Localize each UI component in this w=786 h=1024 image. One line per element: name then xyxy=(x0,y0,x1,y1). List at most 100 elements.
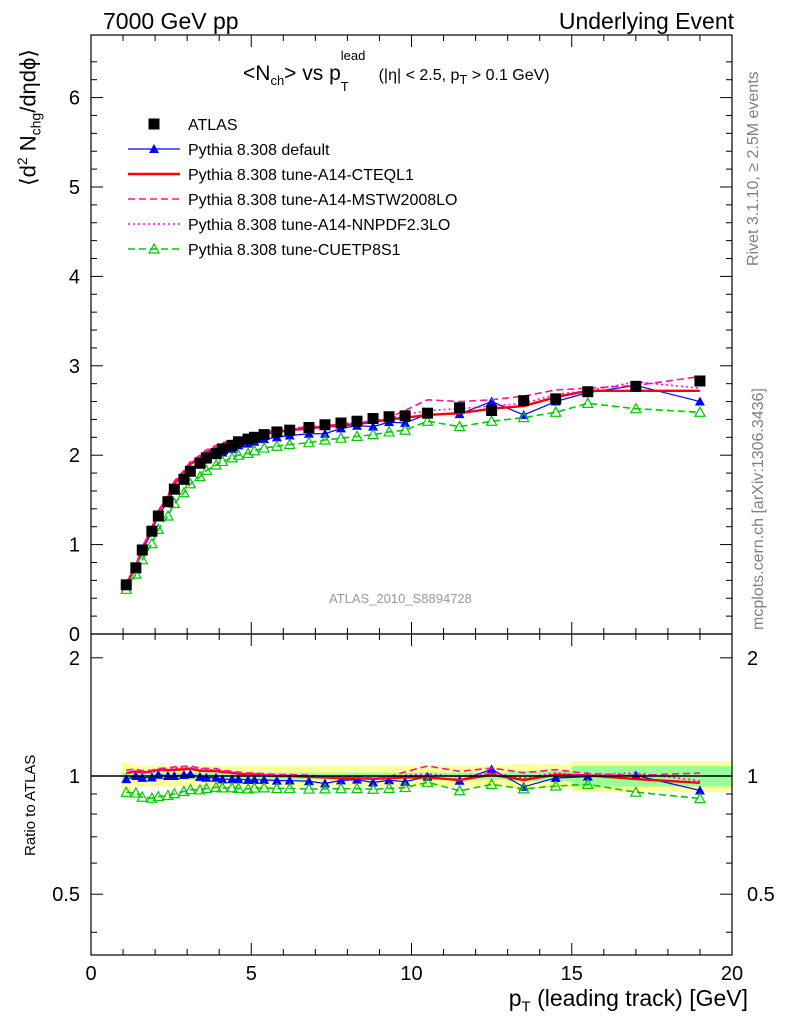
ratio-point xyxy=(227,774,238,784)
data-point xyxy=(421,414,434,426)
data-point xyxy=(694,396,705,406)
x-tick-label: 20 xyxy=(721,963,743,985)
data-point xyxy=(146,525,158,537)
data-point xyxy=(367,413,379,425)
y-tick-label: 5 xyxy=(69,177,80,199)
ratio-point xyxy=(517,782,530,794)
ratio-point xyxy=(243,774,254,784)
ratio-point xyxy=(216,781,229,793)
ratio-point xyxy=(232,782,245,793)
data-point xyxy=(383,411,395,423)
data-point xyxy=(303,421,315,433)
data-point xyxy=(193,470,206,482)
ratio-point xyxy=(693,792,706,804)
legend-entry: Pythia 8.308 tune-A14-MSTW2008LO xyxy=(128,192,457,209)
data-point xyxy=(486,404,498,416)
data-point xyxy=(351,415,363,427)
data-point xyxy=(399,410,411,422)
data-point xyxy=(258,441,271,453)
series-line xyxy=(125,402,700,590)
y-tick-label: 3 xyxy=(69,356,80,378)
x-tick-label: 5 xyxy=(246,963,257,985)
ratio-y-tick-label-right: 1 xyxy=(747,766,758,788)
ratio-point xyxy=(303,776,314,786)
ratio-line xyxy=(126,781,701,800)
ratio-point xyxy=(270,782,283,794)
data-point xyxy=(216,443,228,455)
y-tick-label: 4 xyxy=(69,266,80,288)
series-5-main xyxy=(120,397,706,594)
series-2-ratio xyxy=(126,767,701,784)
analysis-id: ATLAS_2010_S8894728 xyxy=(329,591,472,606)
ratio-y-tick-label-right: 0.5 xyxy=(747,884,775,906)
ratio-point xyxy=(581,778,594,789)
ratio-point xyxy=(284,775,295,785)
x-tick-label: 15 xyxy=(561,963,583,985)
data-point xyxy=(694,375,706,387)
data-point xyxy=(216,455,229,467)
ratio-point xyxy=(271,775,282,785)
ratio-point xyxy=(146,772,157,782)
rivet-version-label: Rivet 3.1.10, ≥ 2.5M events xyxy=(745,71,762,266)
ratio-point xyxy=(249,774,260,784)
legend-label: Pythia 8.308 tune-CUETP8S1 xyxy=(188,242,401,259)
ratio-point xyxy=(335,775,346,785)
data-point xyxy=(248,444,261,456)
header-right: Underlying Event xyxy=(558,8,734,34)
ratio-point xyxy=(233,774,244,784)
legend-marker xyxy=(149,144,159,153)
data-point xyxy=(517,411,530,423)
y-tick-label: 1 xyxy=(69,535,80,557)
data-point xyxy=(453,420,466,432)
ratio-line xyxy=(126,765,700,779)
ratio-point xyxy=(550,772,561,782)
data-point xyxy=(400,418,411,428)
data-point xyxy=(152,510,164,522)
ratio-point xyxy=(168,787,181,799)
legend: ATLAS Pythia 8.308 default Pythia 8.308 tu… xyxy=(128,117,457,259)
ratio-point xyxy=(201,772,212,782)
ratio-point xyxy=(242,782,255,794)
ratio-point xyxy=(368,777,379,787)
ratio-y-tick-label-left: 1 xyxy=(69,766,80,788)
ratio-point xyxy=(152,790,165,802)
series-5-ratio xyxy=(120,776,706,804)
data-point xyxy=(271,426,283,438)
data-point xyxy=(319,428,330,438)
ratio-point xyxy=(399,781,412,793)
data-point xyxy=(454,402,466,414)
ratio-point xyxy=(137,772,148,782)
data-point xyxy=(194,457,206,469)
data-point xyxy=(334,431,348,443)
ratio-point xyxy=(209,781,223,792)
data-point xyxy=(318,433,331,445)
legend-entry: ATLAS xyxy=(148,117,238,134)
data-point xyxy=(399,423,412,435)
ratio-point xyxy=(384,775,395,785)
legend-label: Pythia 8.308 default xyxy=(188,142,330,159)
data-point xyxy=(422,407,434,419)
ratio-point xyxy=(120,786,133,797)
x-axis-label: pT (leading track) [GeV] xyxy=(508,985,748,1016)
data-point xyxy=(200,452,212,464)
data-point xyxy=(302,436,315,448)
ratio-point xyxy=(485,778,498,789)
ratio-y-tick-label-left: 2 xyxy=(69,648,80,670)
data-point xyxy=(283,438,296,450)
data-point xyxy=(270,440,283,451)
data-point xyxy=(120,579,132,591)
data-point xyxy=(129,567,142,579)
x-tick-label: 0 xyxy=(85,963,96,985)
ratio-point xyxy=(210,772,221,782)
data-point xyxy=(136,553,149,565)
legend-label: Pythia 8.308 tune-A14-MSTW2008LO xyxy=(188,192,457,209)
ratio-point xyxy=(350,782,364,794)
y-tick-label: 2 xyxy=(69,445,80,467)
data-point xyxy=(178,473,190,485)
data-point xyxy=(486,396,497,406)
data-point xyxy=(200,464,213,475)
data-point xyxy=(258,429,270,441)
legend-entry: Pythia 8.308 tune-A14-NNPDF2.3LO xyxy=(128,217,450,234)
data-point xyxy=(177,486,190,498)
legend-label: ATLAS xyxy=(188,117,238,134)
